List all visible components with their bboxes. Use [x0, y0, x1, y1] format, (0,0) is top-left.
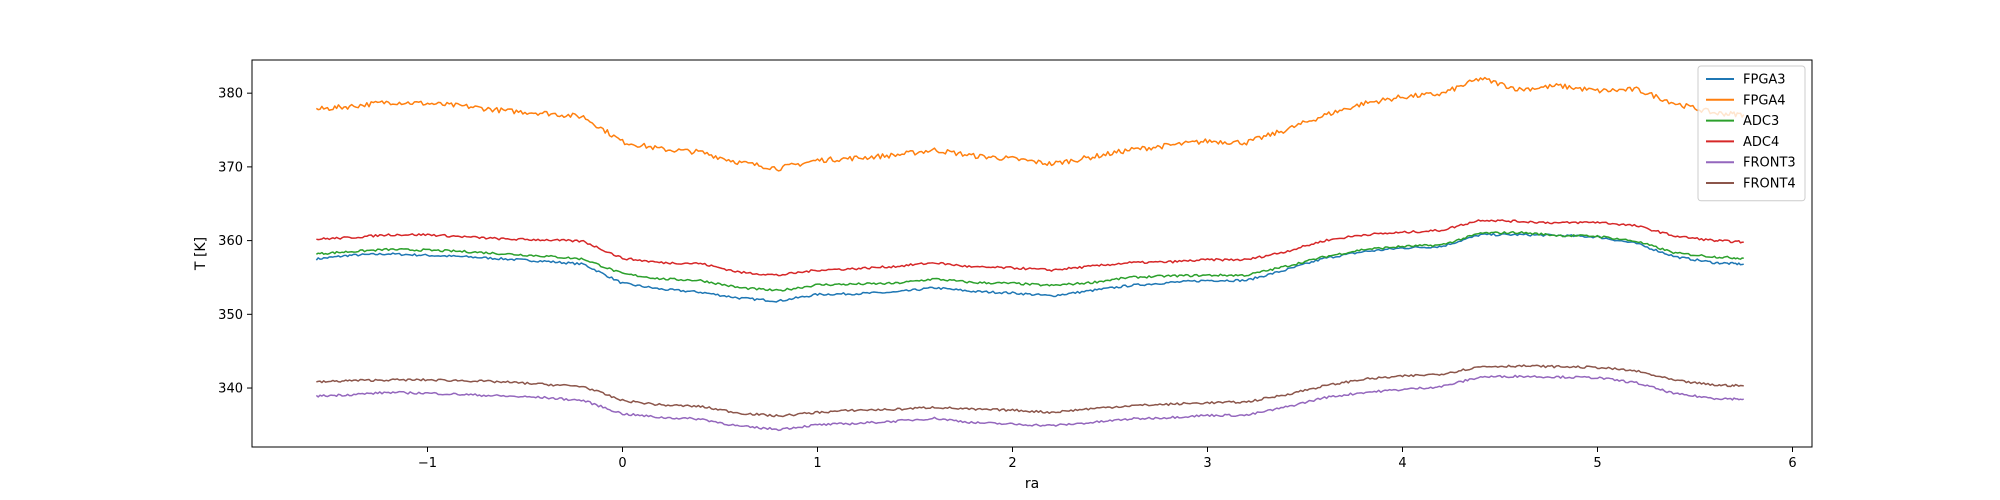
y-tick-label: 360	[218, 234, 243, 249]
x-tick-label: 5	[1593, 456, 1601, 471]
x-tick-label: 0	[618, 456, 626, 471]
x-axis-label: ra	[1025, 476, 1039, 492]
series-line-adc4	[316, 219, 1744, 277]
series-line-front3	[315, 374, 1744, 432]
x-tick-label: 1	[813, 456, 821, 471]
series-line-fpga3	[315, 232, 1744, 303]
legend-label: FRONT3	[1743, 156, 1796, 171]
legend-label: FPGA4	[1743, 93, 1786, 108]
legend-label: FPGA3	[1743, 73, 1786, 88]
plot-frame	[251, 59, 1813, 448]
series-line-adc3	[315, 230, 1744, 292]
legend: FPGA3 FPGA4 ADC3 ADC4 FRONT3 FRONT4	[1697, 65, 1806, 202]
legend-label: FRONT4	[1743, 177, 1796, 192]
x-tick-label: 4	[1398, 456, 1406, 471]
y-axis-label: T [K]	[193, 237, 209, 271]
y-axis: 340 350 360 370 380	[218, 87, 252, 397]
plot-lines	[315, 76, 1745, 432]
legend-label: ADC3	[1743, 114, 1779, 129]
y-tick-label: 370	[218, 160, 243, 175]
legend-label: ADC4	[1743, 135, 1779, 150]
x-tick-label: 2	[1008, 456, 1016, 471]
series-line-front4	[316, 364, 1744, 418]
series-line-fpga4	[315, 76, 1745, 172]
y-tick-label: 350	[218, 308, 243, 323]
x-tick-label: 3	[1203, 456, 1211, 471]
x-axis: −1 0 1 2 3 4 5 6	[418, 447, 1797, 471]
y-tick-label: 340	[218, 382, 243, 397]
x-tick-label: 6	[1788, 456, 1796, 471]
x-tick-label: −1	[418, 456, 437, 471]
y-tick-label: 380	[218, 87, 243, 102]
